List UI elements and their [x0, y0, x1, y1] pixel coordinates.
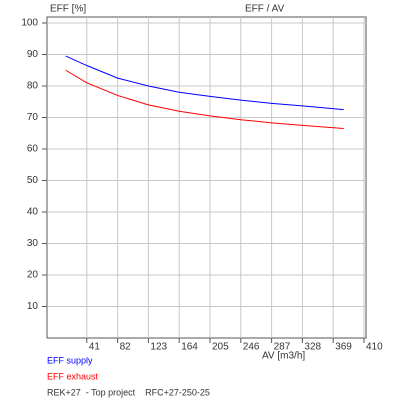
x-tick-label: 287 [274, 342, 291, 353]
x-axis-label: AV [m3/h] [262, 351, 305, 362]
y-tick-label: 30 [27, 238, 39, 249]
x-tick-label: 123 [150, 342, 167, 353]
y-tick-label: 40 [27, 207, 39, 218]
x-tick-label: 205 [212, 342, 229, 353]
plot-frame [46, 16, 367, 339]
y-tick-label: 90 [27, 49, 39, 60]
y-tick-label: 20 [27, 270, 39, 281]
legend-entry: EFF supply [47, 355, 93, 365]
y-tick-label: 10 [27, 301, 39, 312]
y-axis-label: EFF [%] [50, 4, 86, 15]
y-tick-label: 70 [27, 112, 39, 123]
y-tick-label: 80 [27, 81, 39, 92]
y-tick-label: 50 [27, 175, 39, 186]
y-tick-label: 60 [27, 144, 39, 155]
series-line [65, 55, 344, 111]
x-tick-label: 246 [243, 342, 260, 353]
x-tick-label: 369 [335, 342, 352, 353]
x-tick-label: 82 [120, 342, 132, 353]
series-line [65, 69, 344, 130]
x-tick-label: 41 [89, 342, 101, 353]
x-tick-label: 410 [366, 342, 383, 353]
y-tick-label: 100 [21, 18, 38, 29]
footer: REK+27 - Top project RFC+27-250-25 [47, 387, 210, 397]
x-tick-label: 328 [304, 342, 321, 353]
legend-entry: EFF exhaust [47, 371, 99, 381]
chart-title: EFF / AV [245, 4, 285, 15]
x-tick-label: 164 [181, 342, 198, 353]
